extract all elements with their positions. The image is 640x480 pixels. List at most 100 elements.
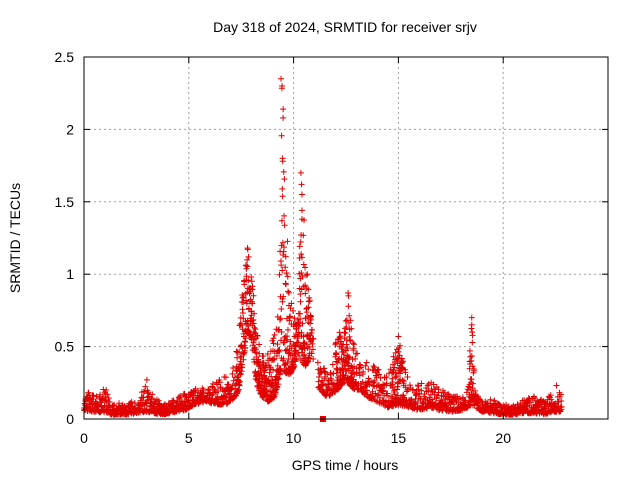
- data-point: [279, 267, 286, 274]
- data-point: [250, 320, 257, 327]
- data-point: [101, 396, 108, 403]
- data-point: [394, 392, 401, 399]
- data-point: [271, 355, 278, 362]
- data-point: [242, 335, 249, 342]
- data-point: [344, 359, 351, 366]
- data-point: [375, 391, 382, 398]
- data-point: [246, 332, 253, 339]
- data-point: [425, 387, 432, 394]
- data-point: [90, 392, 97, 399]
- data-point: [306, 294, 313, 301]
- data-point: [155, 397, 162, 404]
- data-point: [374, 367, 381, 374]
- data-point: [280, 293, 287, 300]
- data-point: [380, 387, 387, 394]
- data-point: [321, 368, 328, 375]
- data-point: [282, 253, 289, 260]
- data-point: [297, 298, 304, 305]
- data-point: [280, 251, 287, 258]
- data-point: [557, 391, 564, 398]
- data-point: [269, 337, 276, 344]
- data-point: [284, 336, 291, 343]
- x-tick-label: 20: [495, 430, 511, 446]
- data-point: [424, 382, 431, 389]
- data-point: [320, 380, 327, 387]
- data-point: [236, 348, 243, 355]
- data-point: [286, 349, 293, 356]
- data-point: [254, 333, 261, 340]
- data-point: [264, 351, 271, 358]
- data-point: [328, 376, 335, 383]
- data-point: [416, 390, 423, 397]
- data-point: [103, 386, 110, 393]
- data-point: [279, 298, 286, 305]
- data-point: [278, 217, 285, 224]
- data-point: [309, 326, 316, 333]
- data-point: [467, 398, 474, 405]
- data-point: [469, 363, 476, 370]
- data-point: [371, 377, 378, 384]
- data-point: [305, 286, 312, 293]
- data-point: [415, 386, 422, 393]
- data-point: [282, 264, 289, 271]
- data-point: [310, 335, 317, 342]
- data-point: [468, 357, 475, 364]
- data-point: [281, 244, 288, 251]
- data-point: [308, 350, 315, 357]
- data-point: [244, 245, 251, 252]
- data-point: [248, 274, 255, 281]
- data-point: [237, 320, 244, 327]
- data-point: [298, 181, 305, 188]
- data-point: [274, 362, 281, 369]
- data-point: [387, 366, 394, 373]
- y-tick-label: 1: [66, 266, 74, 282]
- data-point: [298, 269, 305, 276]
- data-point: [308, 316, 315, 323]
- data-point: [350, 376, 357, 383]
- data-point: [558, 403, 565, 410]
- data-point: [181, 390, 188, 397]
- data-point: [342, 366, 349, 373]
- data-point: [337, 333, 344, 340]
- data-point: [302, 290, 309, 297]
- y-tick-label: 0: [66, 411, 74, 427]
- data-point: [279, 239, 286, 246]
- data-point: [468, 321, 475, 328]
- data-point: [244, 256, 251, 263]
- data-point: [297, 315, 304, 322]
- data-point: [131, 400, 138, 407]
- data-point: [325, 383, 332, 390]
- data-point: [176, 395, 183, 402]
- data-point: [288, 345, 295, 352]
- data-point: [284, 273, 291, 280]
- data-point: [260, 353, 267, 360]
- data-point: [360, 368, 367, 375]
- data-point: [469, 380, 476, 387]
- y-tick-label: 1.5: [55, 194, 75, 210]
- data-point: [97, 391, 104, 398]
- data-point: [300, 232, 307, 239]
- data-point: [242, 339, 249, 346]
- data-point: [465, 384, 472, 391]
- data-point: [266, 369, 273, 376]
- grid-lines: [84, 57, 608, 419]
- data-point: [305, 304, 312, 311]
- data-point: [85, 389, 92, 396]
- data-point: [278, 75, 285, 82]
- data-point: [285, 288, 292, 295]
- data-point: [237, 370, 244, 377]
- data-point: [558, 398, 565, 405]
- data-point: [272, 389, 279, 396]
- data-point: [290, 307, 297, 314]
- data-point: [297, 310, 304, 317]
- data-point: [200, 389, 207, 396]
- y-axis-label: SRMTID / TECUs: [7, 183, 23, 293]
- data-point: [280, 114, 287, 121]
- data-point: [470, 402, 477, 409]
- data-point: [242, 344, 249, 351]
- data-point: [293, 355, 300, 362]
- x-axis-ticks: 0 5 10 15 20: [80, 57, 511, 446]
- data-point: [309, 346, 316, 353]
- data-point: [233, 348, 240, 355]
- data-point: [469, 329, 476, 336]
